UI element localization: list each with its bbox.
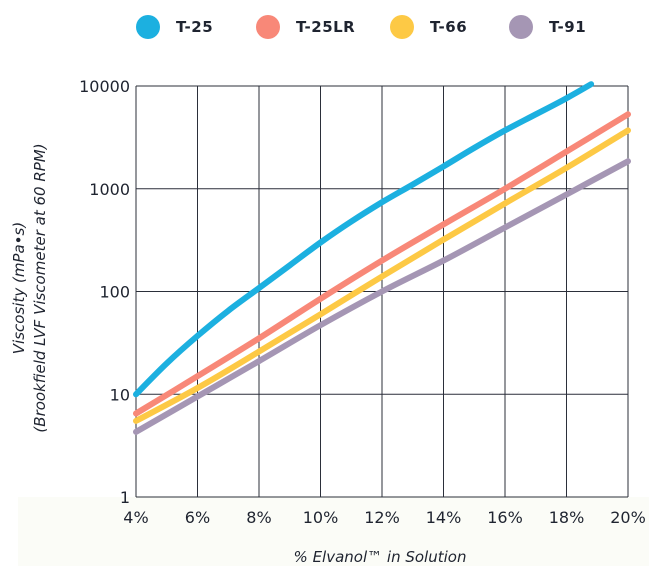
legend-swatch-t25lr <box>256 15 280 39</box>
x-tick-label: 6% <box>185 508 210 527</box>
x-tick-label: 8% <box>246 508 271 527</box>
x-tick-label: 20% <box>610 508 646 527</box>
legend: T-25 T-25LR T-66 T-91 <box>136 15 586 39</box>
x-tick-label: 12% <box>364 508 400 527</box>
series-line-t25 <box>133 81 595 398</box>
legend-label-t66: T-66 <box>430 18 467 36</box>
x-tick-label: 16% <box>487 508 523 527</box>
x-tick-label: 10% <box>303 508 339 527</box>
x-tick-labels: 4% 6% 8% 10% 12% 14% 16% 18% 20% <box>123 508 645 527</box>
series-line-t25lr <box>133 111 631 417</box>
y-tick-label: 10 <box>110 385 130 404</box>
legend-label-t91: T-91 <box>549 18 586 36</box>
y-tick-labels: 1 10 100 1000 10000 <box>79 77 130 507</box>
legend-swatch-t25 <box>136 15 160 39</box>
legend-label-t25lr: T-25LR <box>296 18 355 36</box>
legend-swatch-t66 <box>390 15 414 39</box>
legend-label-t25: T-25 <box>176 18 213 36</box>
y-axis-title-line2: (Brookfield LVF Viscometer at 60 RPM) <box>31 143 49 432</box>
axis-band <box>18 497 649 566</box>
y-tick-label: 10000 <box>79 77 130 96</box>
series-line-t66 <box>133 127 631 424</box>
legend-swatch-t91 <box>509 15 533 39</box>
y-tick-label: 1 <box>120 488 130 507</box>
series-line-t91 <box>133 158 631 435</box>
x-tick-label: 18% <box>549 508 585 527</box>
x-tick-label: 14% <box>426 508 462 527</box>
y-axis-title-line1: Viscosity (mPa•s) <box>10 222 28 354</box>
x-axis-title: % Elvanol™ in Solution <box>294 548 467 566</box>
y-tick-label: 100 <box>99 283 130 302</box>
series-layer <box>133 81 631 435</box>
x-tick-label: 4% <box>123 508 148 527</box>
y-tick-label: 1000 <box>89 180 130 199</box>
